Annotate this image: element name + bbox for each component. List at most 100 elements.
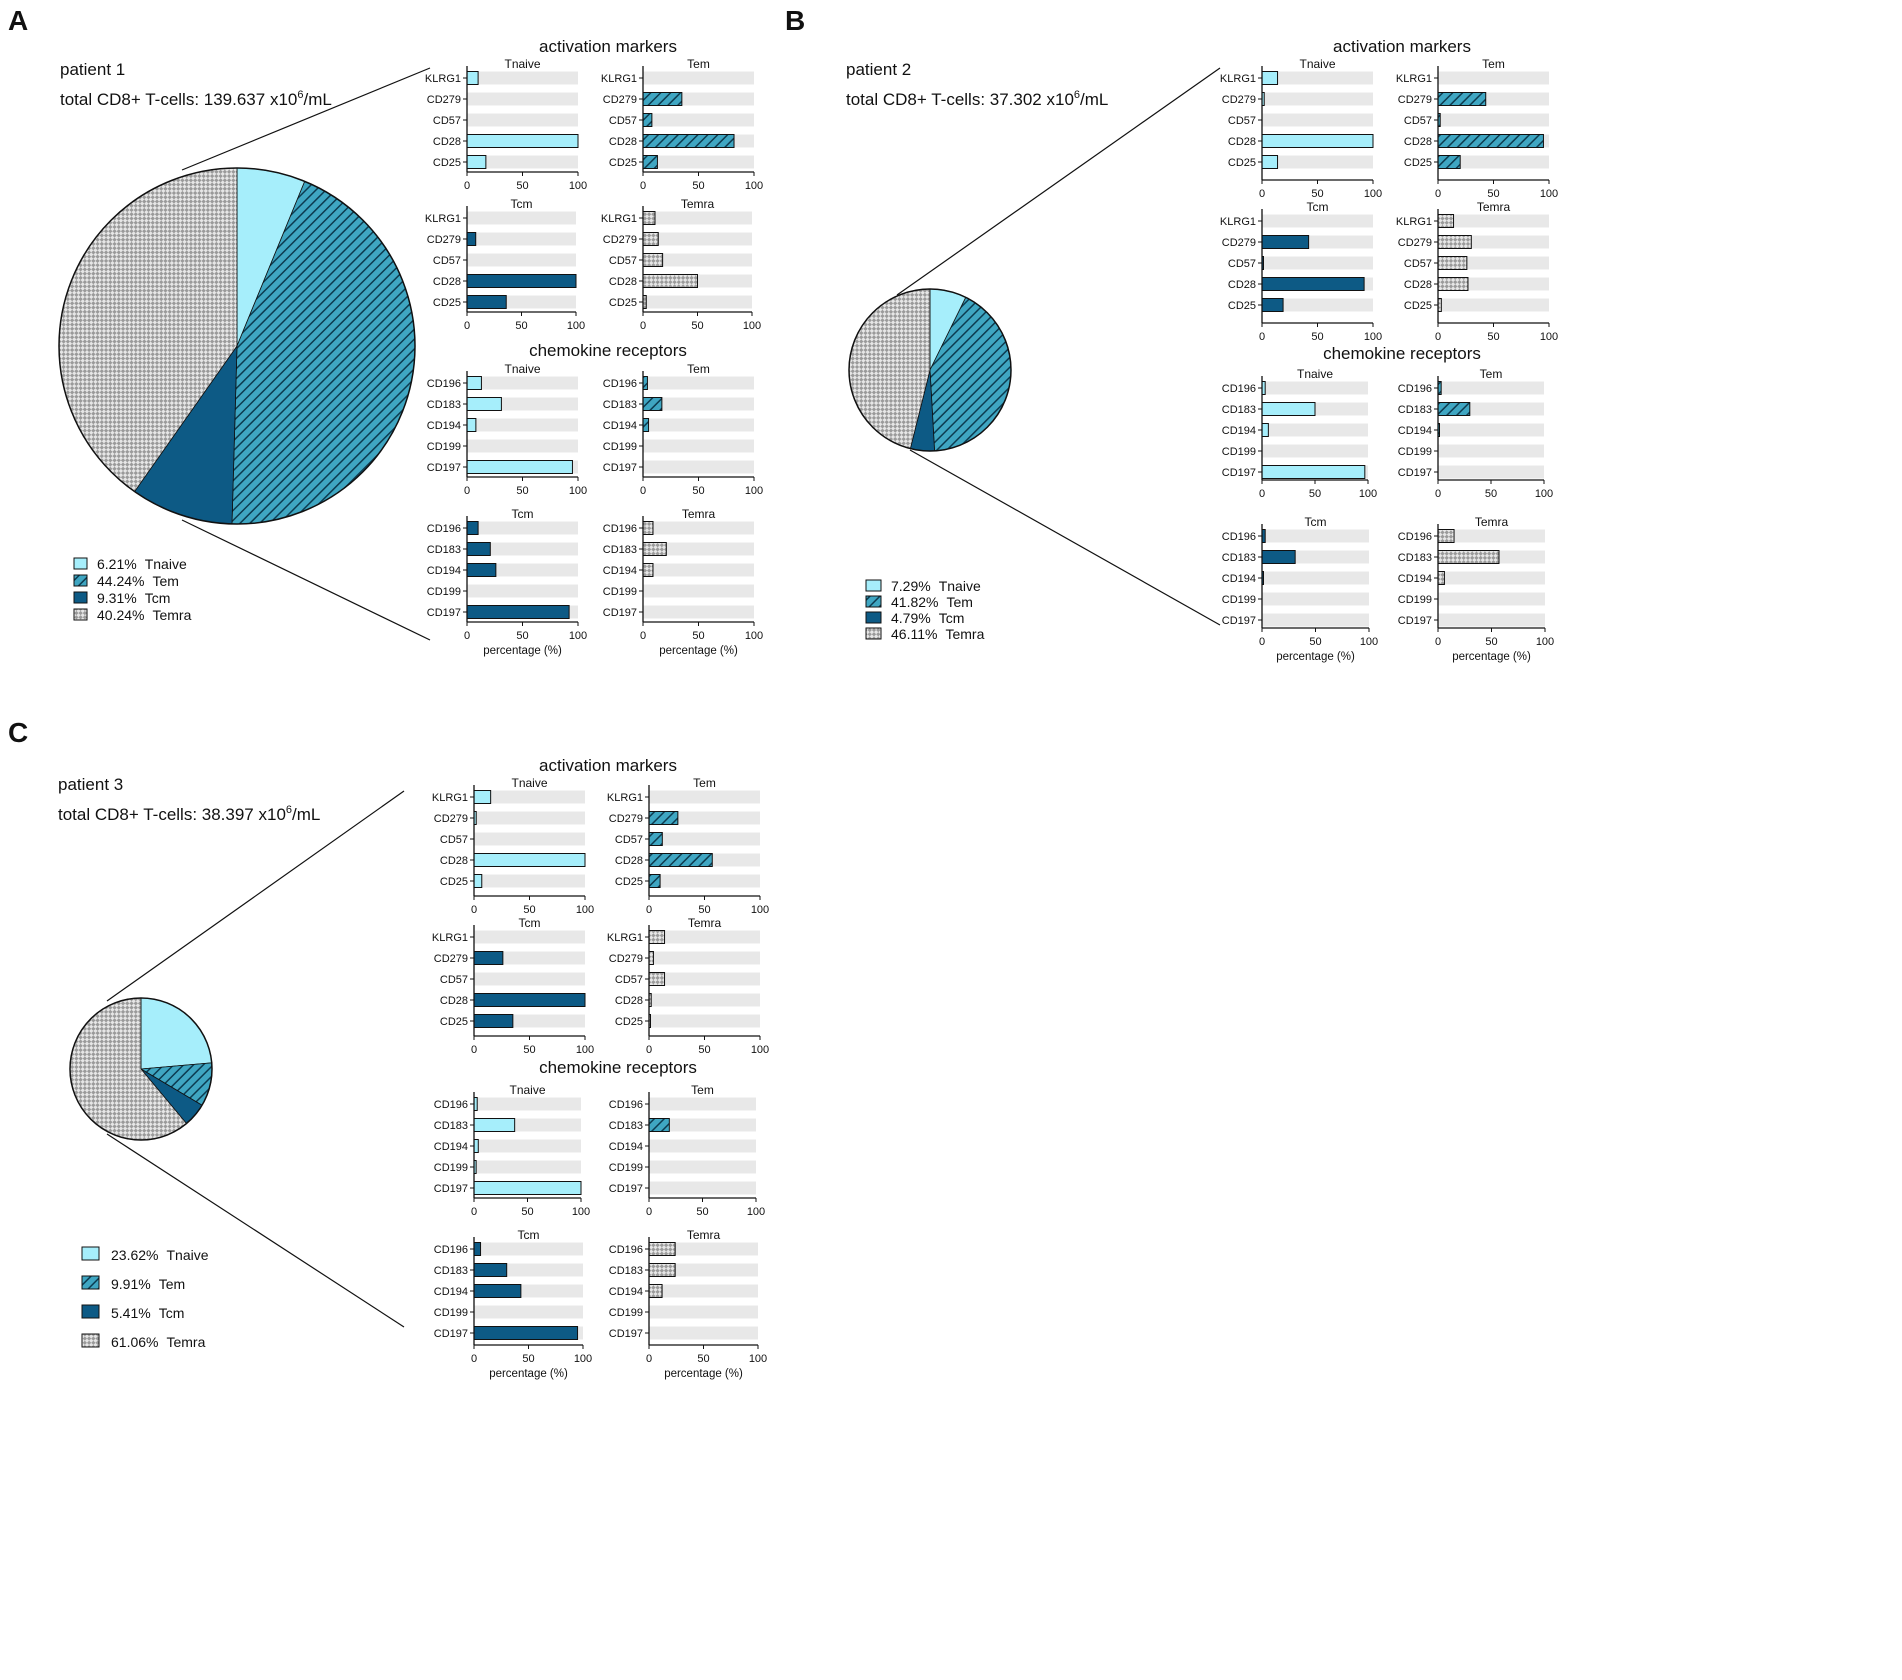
- x-tick-label: 0: [1435, 188, 1441, 200]
- bar-klrg1: [642, 211, 656, 225]
- category-label: CD196: [1222, 531, 1256, 543]
- category-label: CD197: [434, 1183, 468, 1195]
- bar-track: [1438, 465, 1544, 479]
- category-label: CD194: [603, 420, 637, 432]
- legend-name: Tcm: [145, 590, 171, 606]
- x-tick-label: 0: [646, 1206, 652, 1218]
- x-tick-label: 100: [576, 1044, 594, 1056]
- x-tick-label: 50: [1485, 636, 1497, 648]
- category-label: CD183: [1222, 552, 1256, 564]
- x-tick-label: 50: [523, 1044, 535, 1056]
- bar-cd183: [1261, 402, 1316, 416]
- bar-cd279: [466, 232, 477, 246]
- category-label: CD57: [1228, 115, 1256, 127]
- category-label: CD196: [609, 1244, 643, 1256]
- category-label: CD199: [427, 586, 461, 598]
- category-label: CD183: [1222, 404, 1256, 416]
- category-label: CD279: [1222, 94, 1256, 106]
- legend-swatch-tem: [865, 595, 882, 608]
- category-label: CD57: [433, 255, 461, 267]
- bar-track: [643, 584, 754, 598]
- bar-track: [1438, 613, 1545, 627]
- bar-chart-tcm-chemokine: Tcm CD196 CD183 CD194 CD199 CD197 0 50 100 percen…: [434, 1228, 592, 1380]
- bar-track: [467, 113, 578, 127]
- bar-track: [1262, 423, 1368, 437]
- category-label: CD199: [603, 586, 637, 598]
- chart-title: Tnaive: [1297, 367, 1333, 381]
- bar-track: [474, 832, 585, 846]
- legend-name: Temra: [945, 626, 984, 642]
- x-tick-label: 0: [646, 1044, 652, 1056]
- x-tick-label: 100: [567, 320, 585, 332]
- bar-chart-temra-activation: Temra KLRG1 CD279 CD57 CD28 CD25 0 50 100: [1396, 200, 1558, 343]
- legend-entry-tcm: 4.79% Tcm: [891, 610, 964, 626]
- category-label: CD57: [1404, 258, 1432, 270]
- x-tick-label: 0: [646, 904, 652, 916]
- x-tick-label: 100: [745, 180, 763, 192]
- category-label: CD183: [1398, 552, 1432, 564]
- x-tick-label: 100: [1359, 488, 1377, 500]
- bar-cd28: [1437, 277, 1469, 291]
- bar-cd25: [1261, 298, 1284, 312]
- x-tick-label: 50: [516, 180, 528, 192]
- x-tick-label: 100: [572, 1206, 590, 1218]
- bar-track: [467, 542, 578, 556]
- bar-track: [467, 376, 578, 390]
- total-cells-label: total CD8+ T-cells: 37.302 x106/mL: [846, 89, 1108, 109]
- panel-letter: C: [8, 717, 28, 748]
- category-label: CD196: [1222, 383, 1256, 395]
- category-label: CD28: [440, 855, 468, 867]
- section-chemokine-receptors: chemokine receptors: [1323, 344, 1481, 363]
- bar-cd57: [642, 113, 653, 127]
- category-label: CD183: [427, 544, 461, 556]
- bar-chart-tcm-activation: Tcm KLRG1 CD279 CD57 CD28 CD25 0 50 100: [432, 916, 594, 1056]
- x-tick-label: 0: [640, 630, 646, 642]
- zoom-line-bottom: [106, 1133, 405, 1328]
- bar-cd279: [642, 232, 659, 246]
- category-label: CD194: [427, 420, 461, 432]
- chart-title: Tnaive: [511, 776, 547, 790]
- bar-track: [649, 1305, 758, 1319]
- bar-cd28: [642, 274, 698, 288]
- category-label: CD199: [1222, 446, 1256, 458]
- bar-track: [643, 460, 754, 474]
- bar-track: [649, 951, 760, 965]
- total-exponent: 6: [1074, 89, 1080, 101]
- chart-title: Tcm: [1305, 515, 1327, 529]
- x-tick-label: 50: [1487, 331, 1499, 343]
- bar-track: [643, 376, 754, 390]
- legend-entry-temra: 40.24% Temra: [97, 607, 192, 623]
- bar-cd196: [1437, 529, 1455, 543]
- category-label: CD196: [427, 523, 461, 535]
- bar-klrg1: [473, 790, 492, 804]
- category-label: CD194: [434, 1286, 468, 1298]
- bar-cd194: [473, 1284, 522, 1298]
- chart-title: Temra: [687, 1228, 721, 1242]
- category-label: CD25: [609, 157, 637, 169]
- category-label: KLRG1: [601, 73, 637, 85]
- bar-cd279: [642, 92, 683, 106]
- bar-chart-tnaive-activation: Tnaive KLRG1 CD279 CD57 CD28 CD25 0 50 100: [432, 776, 594, 916]
- bar-track: [467, 584, 578, 598]
- x-tick-label: 0: [464, 630, 470, 642]
- category-label: CD28: [615, 855, 643, 867]
- bar-track: [1438, 571, 1545, 585]
- bar-cd183: [466, 542, 491, 556]
- bar-track: [1438, 381, 1544, 395]
- category-label: CD196: [434, 1244, 468, 1256]
- pie-chart: [848, 288, 1012, 452]
- zoom-line-top: [896, 67, 1221, 296]
- x-tick-label: 50: [697, 1353, 709, 1365]
- bar-cd25: [473, 874, 483, 888]
- legend-entry-tnaive: 7.29% Tnaive: [891, 578, 981, 594]
- bar-klrg1: [1261, 71, 1279, 85]
- x-tick-label: 100: [745, 485, 763, 497]
- legend-swatch-tem: [81, 1275, 100, 1290]
- bar-cd28: [466, 274, 577, 288]
- x-tick-label: 100: [751, 904, 769, 916]
- pie-outline: [69, 997, 213, 1141]
